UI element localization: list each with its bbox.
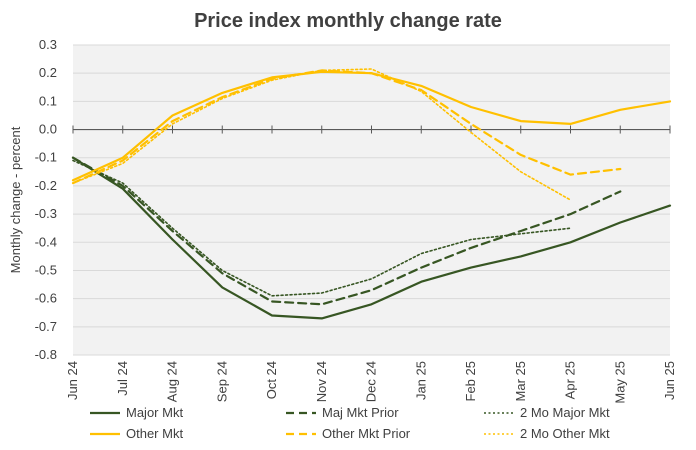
y-tick-label: -0.8 xyxy=(35,347,57,362)
x-tick-label: Jan 25 xyxy=(413,361,428,400)
y-tick-label: -0.7 xyxy=(35,319,57,334)
y-tick-label: -0.1 xyxy=(35,150,57,165)
series-line xyxy=(71,69,622,185)
x-tick-label: Feb 25 xyxy=(463,361,478,401)
x-tick-label: Mar 25 xyxy=(513,361,528,401)
x-tick-label: Jul 24 xyxy=(115,361,130,396)
chart-title: Price index monthly change rate xyxy=(194,10,502,32)
legend-label: Other Mkt Prior xyxy=(322,426,411,441)
series-lines xyxy=(71,68,672,320)
y-tick-label: 0.1 xyxy=(39,93,57,108)
y-axis-label: Monthly change - percent xyxy=(8,126,23,273)
y-tick-label: 0.3 xyxy=(39,37,57,52)
x-tick-label: Apr 25 xyxy=(563,361,578,399)
series-line xyxy=(72,68,572,201)
y-tick-label: -0.5 xyxy=(35,262,57,277)
legend: Major Mkt Maj Mkt Prior 2 Mo Major Mkt Othe… xyxy=(90,405,610,441)
legend-label: 2 Mo Other Mkt xyxy=(520,426,610,441)
y-tick-label: -0.3 xyxy=(35,206,57,221)
x-tick-label: Jun 24 xyxy=(65,361,80,400)
y-tick-labels: 0.3 0.2 0.1 0.0 -0.1 -0.2 -0.3 -0.4 -0.5 -0.6 -0.7… xyxy=(35,37,57,362)
x-tick-label: Oct 24 xyxy=(264,361,279,399)
series-line xyxy=(72,159,572,297)
legend-label: Other Mkt xyxy=(126,426,183,441)
x-tick-label: Sep 24 xyxy=(214,361,229,402)
y-tick-label: -0.6 xyxy=(35,291,57,306)
x-tick-label: Dec 24 xyxy=(364,361,379,402)
legend-label: Major Mkt xyxy=(126,405,183,420)
x-tick-label: May 25 xyxy=(612,361,627,404)
x-tick-label: Jun 25 xyxy=(662,361,677,400)
x-tick-label: Aug 24 xyxy=(165,361,180,402)
legend-label: Maj Mkt Prior xyxy=(322,405,399,420)
legend-label: 2 Mo Major Mkt xyxy=(520,405,610,420)
x-axis: Jun 24 Jul 24 Aug 24 Sep 24 Oct 24 Nov 24 Dec … xyxy=(65,125,677,404)
series-line xyxy=(71,156,672,320)
plot-area xyxy=(73,45,670,355)
y-tick-label: 0.0 xyxy=(39,122,57,137)
y-tick-label: -0.4 xyxy=(35,234,57,249)
y-tick-label: -0.2 xyxy=(35,178,57,193)
y-tick-label: 0.2 xyxy=(39,65,57,80)
x-tick-label: Nov 24 xyxy=(314,361,329,402)
